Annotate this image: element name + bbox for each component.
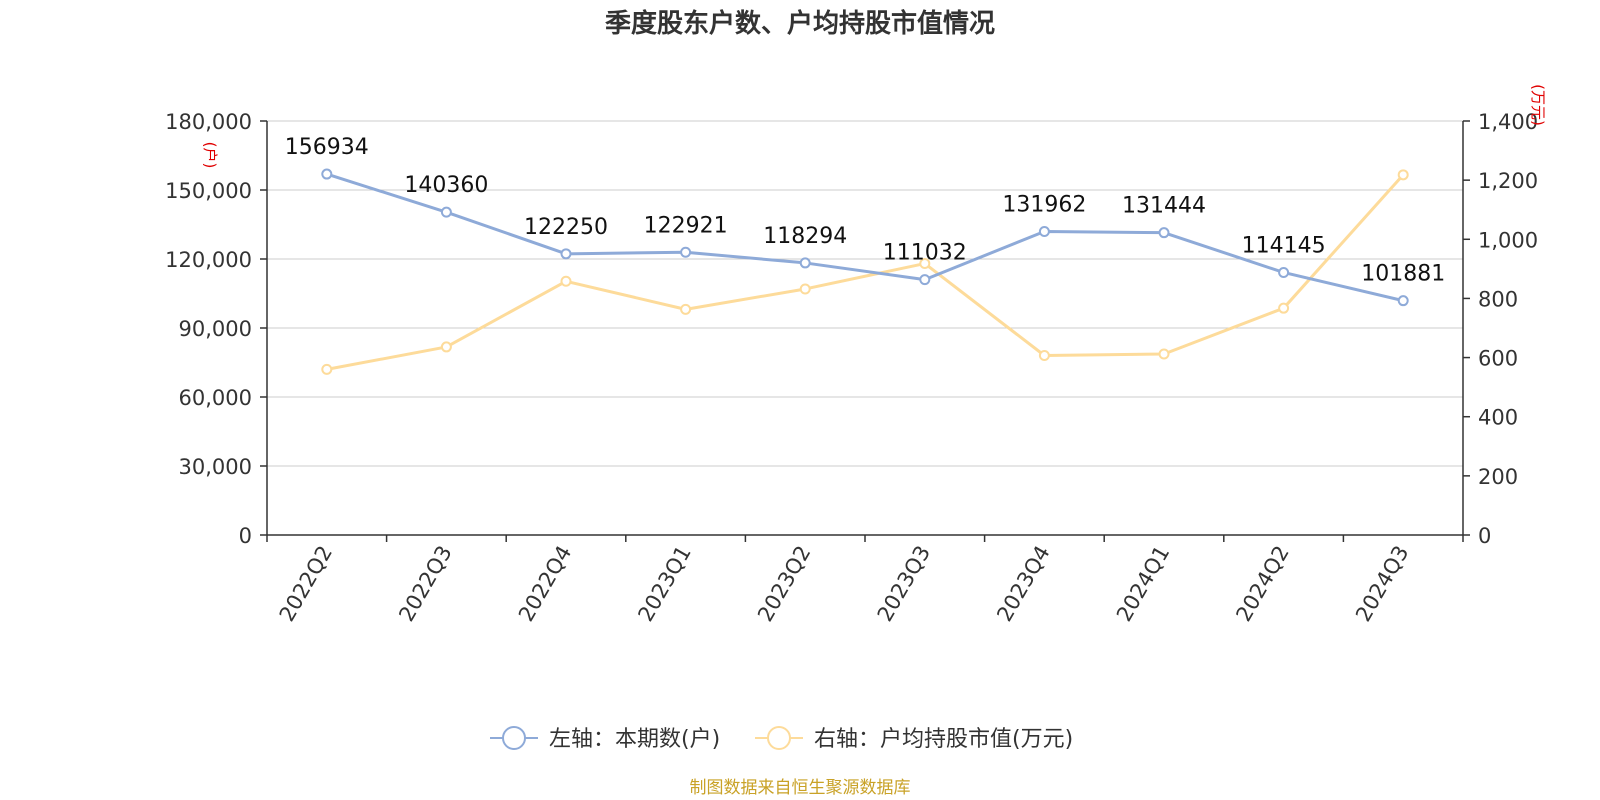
- data-label-2: 122250: [524, 215, 608, 240]
- x-tick-label-2: 2022Q4: [514, 542, 576, 626]
- data-label-9: 101881: [1361, 262, 1445, 287]
- left-tick-label-0: 0: [239, 524, 252, 548]
- x-tick-label-5: 2023Q3: [873, 542, 935, 626]
- legend-marker-left: [502, 726, 526, 750]
- series-left-point-1: [440, 206, 452, 218]
- series-right-point-2: [560, 275, 572, 287]
- left-tick-label-6: 180,000: [165, 110, 252, 134]
- gridlines: [267, 120, 1463, 467]
- series-right-point-7: [1158, 348, 1170, 360]
- legend-item-left[interactable]: 左轴：本期数(户): [490, 726, 720, 752]
- series-left-point-6: [1038, 225, 1050, 237]
- legend-marker-right: [767, 726, 791, 750]
- right-tick-label-7: 1,400: [1478, 110, 1538, 134]
- left-tick-label-4: 120,000: [165, 248, 252, 272]
- series-right-point-4: [799, 283, 811, 295]
- data-label-3: 122921: [644, 213, 728, 238]
- legend-label-right: 右轴：户均持股市值(万元): [814, 727, 1073, 752]
- legend-item-right[interactable]: 右轴：户均持股市值(万元): [755, 726, 1073, 752]
- left-tick-label-2: 60,000: [179, 386, 252, 410]
- series-left-point-2: [560, 248, 572, 260]
- series-right: [321, 169, 1409, 375]
- data-labels: 156934 140360 122250 122921 118294 111032 1319…: [285, 135, 1445, 287]
- left-tick-label-1: 30,000: [179, 455, 252, 479]
- series-right-point-0: [321, 363, 333, 375]
- legend[interactable]: 左轴：本期数(户) 右轴：户均持股市值(万元): [490, 726, 1073, 752]
- data-label-1: 140360: [404, 173, 488, 198]
- data-label-7: 131444: [1122, 194, 1206, 219]
- series-left: [321, 168, 1409, 307]
- left-tick-label-5: 150,000: [165, 179, 252, 203]
- data-label-4: 118294: [763, 224, 847, 249]
- right-tick-label-3: 600: [1478, 347, 1518, 371]
- data-label-5: 111032: [883, 241, 967, 266]
- left-tick-label-3: 90,000: [179, 317, 252, 341]
- right-tick-label-6: 1,200: [1478, 169, 1538, 193]
- series-left-point-5: [919, 274, 931, 286]
- series-right-point-9: [1397, 169, 1409, 181]
- series-right-point-5: [919, 258, 931, 270]
- right-tick-label-4: 800: [1478, 287, 1518, 311]
- right-axis-unit: (万元): [1529, 84, 1547, 126]
- series-right-point-1: [440, 341, 452, 353]
- series-right-point-6: [1038, 350, 1050, 362]
- series-right-point-3: [680, 303, 692, 315]
- x-tick-label-3: 2023Q1: [633, 542, 695, 626]
- data-label-8: 114145: [1242, 233, 1326, 258]
- series-left-point-8: [1278, 266, 1290, 278]
- chart-title: 季度股东户数、户均持股市值情况: [605, 8, 995, 39]
- x-tick-label-4: 2023Q2: [753, 542, 815, 626]
- right-tick-label-2: 400: [1478, 406, 1518, 430]
- x-tick-label-6: 2023Q4: [992, 542, 1054, 626]
- series-left-point-9: [1397, 295, 1409, 307]
- series-right-point-8: [1278, 302, 1290, 314]
- x-tick-label-9: 2024Q3: [1351, 542, 1413, 626]
- series-left-line: [326, 172, 1404, 303]
- right-tick-label-0: 0: [1478, 524, 1491, 548]
- series-left-point-3: [680, 246, 692, 258]
- x-tick-label-1: 2022Q3: [394, 542, 456, 626]
- x-tick-label-8: 2024Q2: [1231, 542, 1293, 626]
- x-tick-label-7: 2024Q1: [1112, 542, 1174, 626]
- data-label-0: 156934: [285, 135, 369, 160]
- series-left-point-4: [799, 257, 811, 269]
- right-tick-label-5: 1,000: [1478, 228, 1538, 252]
- legend-label-left: 左轴：本期数(户): [549, 727, 720, 752]
- series-left-point-0: [321, 168, 333, 180]
- x-tick-label-0: 2022Q2: [275, 542, 337, 626]
- source-note: 制图数据来自恒生聚源数据库: [690, 778, 911, 798]
- series-right-line: [326, 173, 1405, 371]
- left-axis-unit: (户): [201, 142, 219, 169]
- right-tick-label-1: 200: [1478, 465, 1518, 489]
- data-label-6: 131962: [1002, 192, 1086, 217]
- series-left-point-7: [1158, 227, 1170, 239]
